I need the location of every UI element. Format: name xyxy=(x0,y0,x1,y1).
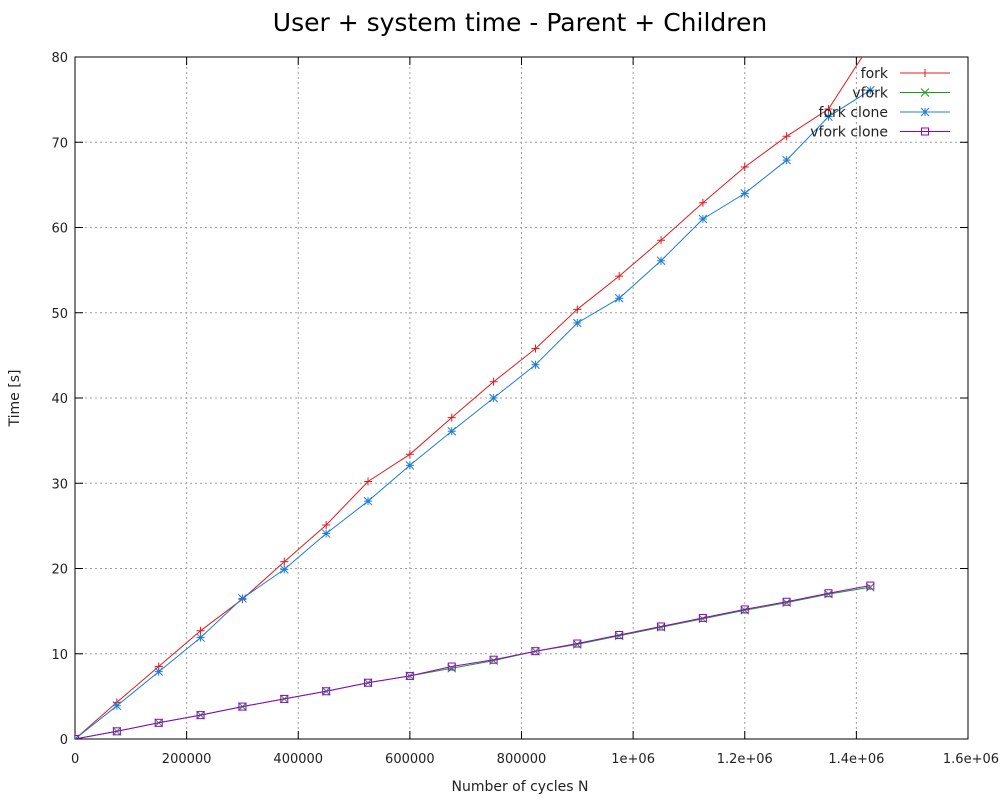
y-axis-label: Time [s] xyxy=(7,370,23,428)
data-point-vfork-clone xyxy=(322,687,331,696)
data-point-vfork-clone xyxy=(112,727,121,736)
data-point-fork-clone xyxy=(154,667,164,677)
data-point-fork-clone xyxy=(865,85,875,95)
y-tick-label: 10 xyxy=(51,648,68,663)
legend-marker xyxy=(920,88,930,97)
chart-title: User + system time - Parent + Children xyxy=(273,8,767,37)
series-fork xyxy=(75,40,874,739)
data-point-fork xyxy=(447,413,456,422)
data-point-vfork-clone xyxy=(280,694,289,703)
y-tick-label: 0 xyxy=(60,733,68,748)
legend-label: vfork xyxy=(852,86,889,102)
data-point-fork-clone xyxy=(447,426,457,436)
data-point-fork xyxy=(322,521,331,530)
data-point-fork xyxy=(657,236,666,245)
x-tick-label: 800000 xyxy=(497,752,547,767)
legend-marker xyxy=(920,107,930,117)
y-tick-label: 80 xyxy=(51,51,68,66)
data-point-fork-clone xyxy=(238,593,247,603)
data-point-fork-clone xyxy=(572,318,582,328)
data-point-vfork-clone xyxy=(573,639,582,648)
data-point-vfork-clone xyxy=(615,630,624,639)
data-point-vfork-clone xyxy=(740,605,749,614)
legend: fork vfork fork clone vfork clone xyxy=(810,66,950,141)
data-point-vfork-clone xyxy=(364,678,373,687)
data-point-fork-clone xyxy=(614,293,624,303)
data-point-fork xyxy=(615,272,624,281)
data-point-vfork-clone xyxy=(196,711,205,720)
data-point-vfork-clone xyxy=(531,647,540,656)
y-tick-label: 60 xyxy=(51,222,68,237)
grid-layer xyxy=(75,57,968,739)
data-point-fork-clone xyxy=(279,564,289,574)
series-vfork-clone xyxy=(75,581,875,739)
data-point-fork-clone xyxy=(363,496,373,506)
data-point-fork-clone xyxy=(321,529,331,538)
legend-marker xyxy=(921,69,929,77)
legend-label: fork xyxy=(861,66,889,82)
legend-entry-vfork-clone: vfork clone xyxy=(810,125,950,141)
data-point-vfork-clone xyxy=(154,718,163,727)
data-point-fork xyxy=(280,557,289,566)
x-tick-label: 1e+06 xyxy=(611,752,655,767)
legend-label: fork clone xyxy=(819,105,888,121)
y-tick-label: 50 xyxy=(51,307,68,322)
series-fork-clone xyxy=(75,85,875,739)
series-line-vfork-clone xyxy=(75,585,871,739)
data-point-vfork-clone xyxy=(405,671,414,680)
y-tick-label: 40 xyxy=(51,392,68,407)
legend-entry-vfork: vfork xyxy=(852,86,950,102)
data-point-vfork-clone xyxy=(447,662,456,671)
data-point-vfork-clone xyxy=(698,613,707,622)
x-tick-label: 1.4e+06 xyxy=(828,752,884,767)
data-point-fork-clone xyxy=(740,189,750,198)
data-point-fork xyxy=(531,344,540,353)
data-point-fork xyxy=(782,132,791,141)
x-axis-label: Number of cycles N xyxy=(451,779,588,795)
data-point-fork-clone xyxy=(782,155,791,165)
x-tick-label: 400000 xyxy=(273,752,323,767)
data-point-fork-clone xyxy=(824,112,833,122)
data-point-fork xyxy=(405,450,414,459)
x-tick-label: 600000 xyxy=(385,752,435,767)
data-point-vfork-clone xyxy=(238,702,247,711)
data-point-fork xyxy=(866,40,874,48)
data-point-vfork-clone xyxy=(657,622,666,631)
data-point-fork-clone xyxy=(489,393,498,403)
x-tick-label: 1.2e+06 xyxy=(717,752,773,767)
data-point-fork xyxy=(824,105,833,114)
y-tick-label: 30 xyxy=(51,477,68,492)
data-point-fork xyxy=(740,162,749,171)
data-point-fork-clone xyxy=(196,633,205,642)
data-point-fork xyxy=(573,305,582,314)
data-point-fork-clone xyxy=(112,701,122,711)
data-point-vfork-clone xyxy=(782,597,791,606)
legend-entry-fork-clone: fork clone xyxy=(819,105,950,121)
data-point-vfork-clone xyxy=(489,655,498,664)
series-line-fork-clone xyxy=(75,89,871,739)
data-point-fork xyxy=(698,198,707,207)
data-point-fork-clone xyxy=(531,360,540,370)
data-point-fork xyxy=(364,477,373,486)
series-layer xyxy=(75,40,875,739)
legend-entry-fork: fork xyxy=(861,66,950,82)
legend-marker xyxy=(921,127,929,136)
y-tick-label: 70 xyxy=(51,136,68,151)
x-tick-label: 200000 xyxy=(162,752,212,767)
data-point-vfork-clone xyxy=(824,589,833,598)
data-point-fork-clone xyxy=(405,460,415,470)
data-point-fork xyxy=(196,626,205,635)
x-tick-label: 1.6e+06 xyxy=(943,752,999,767)
x-tick-label: 0 xyxy=(71,752,79,767)
y-tick-label: 20 xyxy=(51,563,68,578)
data-point-vfork xyxy=(865,582,875,592)
data-point-fork-clone xyxy=(656,256,666,266)
tick-layer: 0 10 20 30 40 50 60 70 80 0 200000 400000 600000 8000… xyxy=(51,51,999,767)
series-line-fork xyxy=(75,57,863,739)
data-point-fork xyxy=(489,377,498,386)
data-point-vfork-clone xyxy=(866,581,875,590)
data-point-fork-clone xyxy=(698,214,708,224)
legend-label: vfork clone xyxy=(810,125,888,141)
